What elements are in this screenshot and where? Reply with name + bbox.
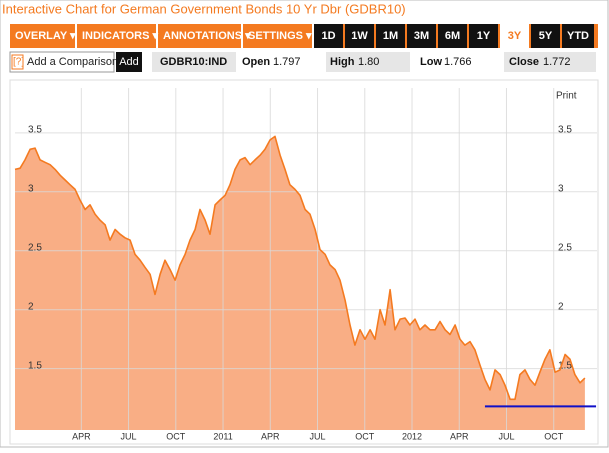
- range-label[interactable]: 1Y: [477, 30, 491, 42]
- close-label: Close: [509, 56, 539, 68]
- x-tick-label: OCT: [166, 431, 186, 441]
- menu-button[interactable]: INDICATORS ▾: [82, 30, 158, 42]
- page-title: Interactive Chart for German Government …: [2, 1, 406, 16]
- range-label[interactable]: YTD: [567, 30, 589, 42]
- symbol: GDBR10:IND: [160, 56, 227, 68]
- close-value: 1.772: [543, 56, 571, 68]
- y-tick-label: 2: [558, 301, 564, 312]
- y-tick-label: 3.5: [28, 124, 42, 135]
- x-tick-label: JUL: [310, 431, 326, 441]
- x-tick-label: APR: [261, 431, 280, 441]
- range-button[interactable]: [407, 24, 436, 48]
- x-tick-label: JUL: [121, 431, 137, 441]
- y-tick-label: 3: [558, 183, 564, 194]
- range-label[interactable]: 3M: [414, 30, 429, 42]
- range-button[interactable]: [376, 24, 405, 48]
- open-label: Open: [242, 56, 270, 68]
- y-tick-label: 3: [28, 183, 34, 194]
- y-tick-label: 3.5: [558, 124, 572, 135]
- y-tick-label: 2.5: [28, 242, 42, 253]
- range-button[interactable]: [469, 24, 498, 48]
- help[interactable]: [?]: [13, 57, 24, 68]
- print-link[interactable]: Print: [556, 91, 577, 102]
- y-tick-label: 2: [28, 301, 34, 312]
- x-tick-label: APR: [72, 431, 91, 441]
- range-label[interactable]: 3Y: [508, 30, 522, 42]
- y-tick-label: 1.5: [558, 360, 572, 371]
- x-tick-label: 2011: [213, 431, 232, 441]
- close-box: [504, 52, 596, 72]
- range-button[interactable]: [500, 24, 529, 48]
- range-button[interactable]: [314, 24, 343, 48]
- range-label[interactable]: 1M: [383, 30, 398, 42]
- range-label[interactable]: 1W: [351, 30, 368, 42]
- x-tick-label: OCT: [544, 431, 564, 441]
- help-box: [11, 54, 24, 70]
- range-button[interactable]: [345, 24, 374, 48]
- high-label: High: [330, 56, 355, 68]
- price-line: [14, 135, 586, 401]
- add-button[interactable]: [116, 52, 142, 72]
- low-value: 1.766: [444, 56, 472, 68]
- y-tick-label: 1.5: [28, 360, 42, 371]
- plot: 1.5 1.5 2 2 2.5 2.5 3 3 3.5 3.5 APR JUL OCT 2011 APR JU…: [14, 88, 597, 441]
- menu-button[interactable]: SETTINGS ▾: [248, 30, 312, 42]
- menu-button[interactable]: ANNOTATIONS ▾: [163, 30, 251, 42]
- comparison-input[interactable]: [9, 51, 115, 73]
- area-fill: [15, 136, 585, 430]
- x-tick-label: OCT: [355, 431, 375, 441]
- low-label: Low: [420, 56, 442, 68]
- range-label[interactable]: 1D: [321, 30, 335, 42]
- range-label[interactable]: 6M: [445, 30, 460, 42]
- x-tick-label: JUL: [498, 431, 514, 441]
- high-value: 1.80: [358, 56, 379, 68]
- add-label[interactable]: Add: [119, 56, 139, 68]
- open-value: 1.797: [273, 56, 301, 68]
- comparison-placeholder: Add a Comparison: [27, 56, 118, 68]
- x-tick-label: 2012: [402, 431, 422, 441]
- x-tick-label: APR: [450, 431, 469, 441]
- menu-button[interactable]: OVERLAY ▾: [15, 30, 76, 42]
- range-label[interactable]: 5Y: [539, 30, 553, 42]
- high-box: [326, 52, 410, 72]
- symbol-box: [152, 52, 236, 72]
- range-button[interactable]: [562, 24, 594, 48]
- quote-bar: [?] Add a Comparison Add GDBR10:IND Open…: [9, 51, 596, 73]
- toolbar-buttons: OVERLAY ▾ INDICATORS ▾ ANNOTATIONS ▾SETTIN…: [15, 24, 594, 48]
- y-tick-label: 2.5: [558, 242, 572, 253]
- range-button[interactable]: [438, 24, 467, 48]
- range-button[interactable]: [531, 24, 560, 48]
